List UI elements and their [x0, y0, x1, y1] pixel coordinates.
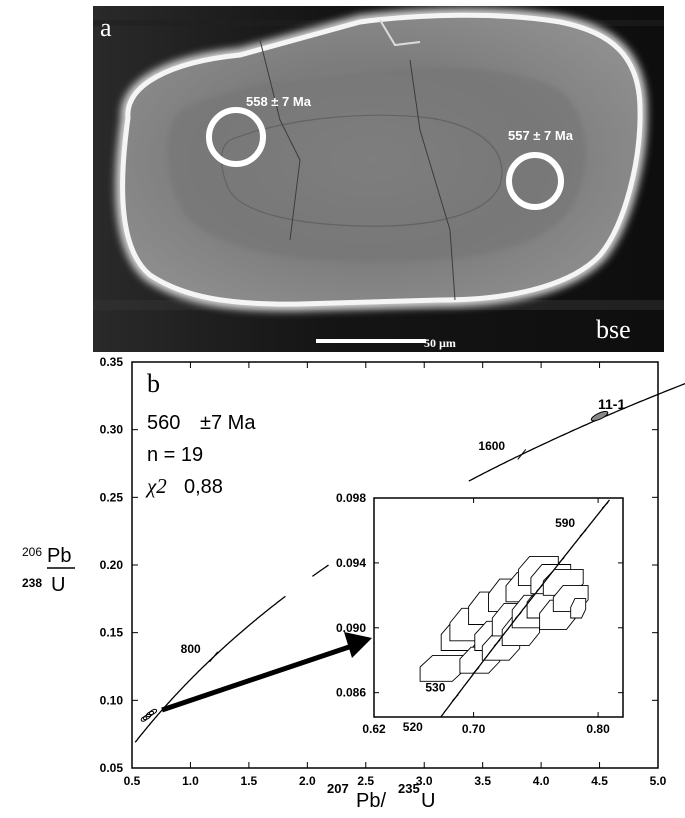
panel-label-a: a — [100, 13, 112, 42]
x-tick-label: 2.5 — [357, 774, 374, 788]
inset-age-label: 590 — [555, 516, 575, 530]
y-tick-label: 0.35 — [100, 355, 124, 369]
x-tick-label: 0.5 — [124, 774, 141, 788]
inset-error-box — [570, 598, 587, 619]
y-axis-u: U — [51, 574, 65, 596]
concordia-age-label: 800 — [181, 642, 201, 656]
cluster-ellipse — [140, 716, 148, 722]
y-tick-label: 0.20 — [100, 558, 124, 572]
cluster-ellipse — [145, 710, 155, 718]
x-tick-label: 3.0 — [416, 774, 433, 788]
grain-zoning-line — [220, 114, 503, 227]
outlier-error-ellipse — [590, 410, 609, 422]
highlighted-analysis-label: 11-1 — [598, 396, 625, 412]
y-axis-title: 206 Pb 238 U — [22, 545, 75, 596]
inset-y-tick-label: 0.094 — [336, 556, 366, 570]
inset-concordia-tick — [452, 694, 459, 702]
inset-x-tick-label: 0.70 — [462, 722, 486, 736]
spot-2-age-label: 557 ± 7 Ma — [508, 128, 574, 143]
x-tick-label: 3.5 — [474, 774, 491, 788]
grain-crack-bright — [379, 19, 421, 47]
x-tick-label: 5.0 — [650, 774, 667, 788]
inset-concordia-tick — [493, 639, 501, 647]
y-axis-pb: Pb — [47, 545, 71, 567]
main-axis-ticks: 0.5 1.0 1.5 2.0 2.5 3.0 3.5 4.0 4.5 5.0 0.05 0.10 0.… — [100, 355, 667, 788]
concordia-curve-segment — [312, 564, 329, 577]
inset-concordia-tick — [601, 502, 609, 509]
y-tick-label: 0.25 — [100, 490, 124, 504]
x-axis-u: U — [421, 790, 435, 812]
analysis-spot-1 — [206, 107, 266, 167]
x-tick-label: 2.0 — [299, 774, 316, 788]
x-tick-label: 4.5 — [591, 774, 608, 788]
x-tick-label: 4.0 — [533, 774, 550, 788]
inset-concordia-ticks: 520 530 590 — [403, 502, 609, 734]
y-tick-label: 0.10 — [100, 693, 124, 707]
y-tick-label: 0.30 — [100, 423, 124, 437]
inset-y-tick-label: 0.098 — [336, 491, 366, 505]
inset-y-tick-label: 0.090 — [336, 621, 366, 635]
inset-y-tick-label: 0.086 — [336, 686, 366, 700]
grain-crack — [259, 39, 301, 241]
scale-bar-label: 50 µm — [424, 336, 456, 350]
inset-age-label: 520 — [403, 720, 423, 734]
x-tick-label: 1.5 — [241, 774, 258, 788]
concordia-age-ticks: 800 1600 — [181, 439, 527, 663]
spot-1-age-label: 558 ± 7 Ma — [246, 94, 312, 109]
inset-x-tick-label: 0.80 — [586, 722, 610, 736]
concordia-curve-lower — [134, 595, 286, 743]
y-axis-sup-206: 206 — [22, 545, 42, 559]
inset-x-tick-label: 0.62 — [362, 722, 386, 736]
panel-b-concordia: 0.5 1.0 1.5 2.0 2.5 3.0 3.5 4.0 4.5 5.0 0.05 0.10 0.… — [22, 355, 685, 812]
inset-concordia-tick — [536, 584, 544, 592]
inset-axis-ticks: 0.62 0.70 0.80 0.086 0.090 0.094 0.098 — [336, 491, 623, 736]
concordia-age-tick — [209, 651, 219, 663]
y-axis-sup-238: 238 — [22, 576, 42, 590]
y-tick-label: 0.15 — [100, 626, 124, 640]
result-age: 560 — [147, 412, 180, 434]
grain-zoning — [167, 67, 587, 263]
inset-concordia-tick — [557, 557, 565, 564]
inset-concordia-curve — [440, 499, 611, 718]
result-n: n = 19 — [147, 444, 203, 466]
x-axis-pb: Pb/ — [356, 790, 386, 812]
result-error: ±7 Ma — [200, 412, 256, 434]
inset-age-label: 530 — [425, 681, 445, 695]
main-data-cluster — [140, 708, 158, 722]
x-axis-sup-207: 207 — [327, 781, 349, 796]
scale-bar — [316, 339, 426, 343]
zoom-arrow-shaft — [161, 643, 353, 713]
grain-crack — [409, 59, 456, 301]
detector-mode-label: bse — [596, 315, 631, 344]
y-tick-label: 0.05 — [100, 761, 124, 775]
result-chi-value: 0,88 — [184, 476, 223, 498]
concordia-curve-upper — [468, 382, 685, 482]
x-axis-sup-235: 235 — [398, 781, 420, 796]
panel-a-bse-image: a 558 ± 7 Ma 557 ± 7 Ma 50 µm bse — [93, 6, 664, 352]
zoom-arrow-head — [344, 632, 372, 658]
inset-error-boxes — [419, 555, 589, 682]
result-chi-symbol: χ2 — [145, 474, 167, 498]
x-axis-title: 207 Pb/ 235 U — [327, 781, 435, 812]
inset-concordia-tick — [579, 529, 587, 537]
inset-concordia-tick — [472, 666, 480, 674]
panel-label-b: b — [147, 369, 160, 398]
inset-concordia-tick — [514, 612, 522, 619]
concordia-age-label: 1600 — [478, 439, 505, 453]
x-tick-label: 1.0 — [182, 774, 199, 788]
concordia-age-tick — [517, 449, 527, 460]
cluster-ellipse — [148, 708, 158, 716]
analysis-spot-2 — [506, 152, 564, 210]
